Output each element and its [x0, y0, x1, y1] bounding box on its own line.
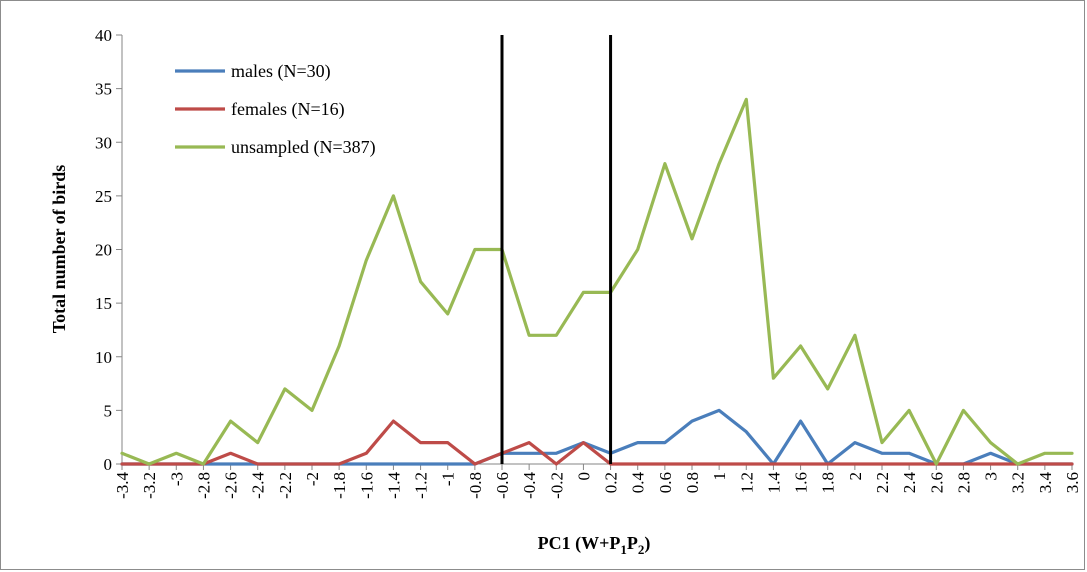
y-tick-label: 35	[95, 80, 112, 99]
x-tick-label: 0	[574, 472, 593, 481]
x-tick-label: 3.2	[1009, 472, 1028, 493]
x-tick-label: -1.6	[357, 472, 376, 499]
x-tick-label: -2.2	[276, 472, 295, 499]
legend-label-2: females (N=16)	[231, 99, 345, 120]
x-axis-title-subscript: 1	[620, 542, 627, 557]
x-tick-label: -2	[303, 472, 322, 486]
series-line-1	[120, 408, 1074, 466]
x-tick-label: -1	[439, 472, 458, 486]
x-tick-label: 1.8	[819, 472, 838, 493]
x-tick-label: 2.6	[927, 472, 946, 493]
x-tick-label: -3.4	[113, 472, 132, 499]
x-tick-label: -2.6	[222, 472, 241, 499]
x-tick-label: 1	[710, 472, 729, 481]
y-tick-label: 20	[95, 241, 112, 260]
legend-label-1: males (N=30)	[231, 61, 331, 82]
x-tick-label: -2.8	[194, 472, 213, 499]
y-tick-label: 25	[95, 187, 112, 206]
x-axis-title: PC1 (W+P1P2)	[538, 533, 651, 557]
y-tick-label: 15	[95, 294, 112, 313]
x-tick-label: -0.6	[493, 472, 512, 499]
x-tick-label: -1.8	[330, 472, 349, 499]
x-tick-label: 2.4	[900, 472, 919, 494]
x-tick-label: 1.2	[737, 472, 756, 493]
x-axis-title-text: PC1 (W+P	[538, 533, 621, 554]
y-axis-title-group: Total number of birds	[49, 165, 69, 334]
x-tick-label: -3.2	[140, 472, 159, 499]
legend: males (N=30) females (N=16) unsampled (N=3…	[175, 61, 376, 158]
x-tick-label: 3.6	[1063, 472, 1082, 493]
x-tick-label: 0.4	[629, 472, 648, 494]
x-tick-label: 3	[982, 472, 1001, 481]
y-tick-label: 10	[95, 348, 112, 367]
y-tick-label: 40	[95, 26, 112, 45]
x-tick-label: -0.2	[547, 472, 566, 499]
x-axis-title-text: )	[644, 533, 650, 554]
x-tick-label: 0.2	[602, 472, 621, 493]
legend-label-3: unsampled (N=387)	[231, 137, 376, 158]
y-tick-label: 30	[95, 133, 112, 152]
x-tick-label: 0.8	[683, 472, 702, 493]
x-tick-label: -0.8	[466, 472, 485, 499]
x-tick-label: 2.2	[873, 472, 892, 493]
y-axis-title: Total number of birds	[49, 165, 69, 334]
x-tick-label: -2.4	[249, 472, 268, 499]
x-tick-label: 3.4	[1036, 472, 1055, 494]
series-line-3	[120, 97, 1074, 466]
x-tick-label: -0.4	[520, 472, 539, 499]
x-tick-label: 2	[846, 472, 865, 481]
x-axis-title-subscript: 2	[638, 542, 645, 557]
x-tick-label: 1.4	[764, 472, 783, 494]
x-tick-label: -1.4	[384, 472, 403, 499]
x-tick-label: -1.2	[412, 472, 431, 499]
x-tick-label: -3	[167, 472, 186, 486]
y-tick-label: 5	[104, 401, 113, 420]
x-tick-label: 1.6	[792, 472, 811, 493]
series-line-2	[120, 419, 1074, 466]
x-tick-label: 2.8	[954, 472, 973, 493]
x-tick-label: 0.6	[656, 472, 675, 493]
y-tick-label: 0	[104, 455, 113, 474]
x-axis-title-text: P	[627, 533, 638, 553]
